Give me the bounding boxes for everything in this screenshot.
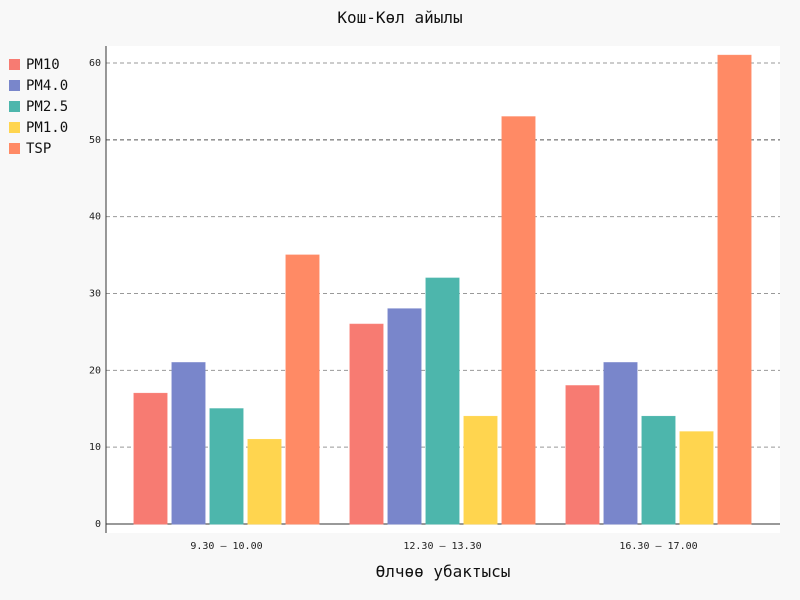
legend-item: TSP bbox=[9, 138, 68, 159]
bar bbox=[641, 415, 676, 525]
y-tick-label: 50 bbox=[89, 135, 101, 146]
legend-swatch bbox=[9, 101, 20, 112]
legend-label: PM2.5 bbox=[26, 98, 69, 115]
y-tick-label: 60 bbox=[89, 58, 101, 69]
bar bbox=[425, 277, 460, 525]
legend-swatch bbox=[9, 122, 20, 133]
legend-label: PM10 bbox=[26, 56, 60, 73]
x-axis-label: Өлчөө убактысы bbox=[375, 562, 511, 581]
y-tick-label: 40 bbox=[89, 212, 101, 223]
x-tick-label: 9.30 – 10.00 bbox=[190, 541, 262, 552]
bar bbox=[285, 254, 320, 525]
y-tick-label: 20 bbox=[89, 365, 101, 376]
bar bbox=[603, 362, 638, 525]
bar bbox=[463, 415, 498, 525]
legend-swatch bbox=[9, 80, 20, 91]
legend-item: PM10 bbox=[9, 54, 68, 75]
bar bbox=[717, 54, 752, 525]
legend-swatch bbox=[9, 143, 20, 154]
x-tick-label: 12.30 – 13.30 bbox=[403, 541, 481, 552]
bar bbox=[387, 308, 422, 525]
bar bbox=[565, 385, 600, 525]
bar bbox=[501, 116, 536, 525]
x-tick-label: 16.30 – 17.00 bbox=[619, 541, 697, 552]
bar bbox=[171, 362, 206, 525]
legend-item: PM1.0 bbox=[9, 117, 68, 138]
legend-label: PM4.0 bbox=[26, 77, 69, 94]
y-tick-label: 0 bbox=[95, 519, 101, 530]
bar bbox=[247, 438, 282, 525]
y-tick-label: 30 bbox=[89, 289, 101, 300]
legend-item: PM2.5 bbox=[9, 96, 68, 117]
bar bbox=[349, 323, 384, 525]
legend-label: TSP bbox=[26, 140, 52, 157]
chart-title: Кош-Көл айылы bbox=[337, 8, 463, 27]
bar bbox=[133, 392, 168, 525]
legend-item: PM4.0 bbox=[9, 75, 68, 96]
bar bbox=[209, 408, 244, 525]
y-tick-label: 10 bbox=[89, 442, 101, 453]
bar bbox=[679, 431, 714, 525]
legend-label: PM1.0 bbox=[26, 119, 69, 136]
legend-swatch bbox=[9, 59, 20, 70]
legend: PM10 PM4.0 PM2.5 PM1.0 TSP bbox=[9, 54, 68, 159]
